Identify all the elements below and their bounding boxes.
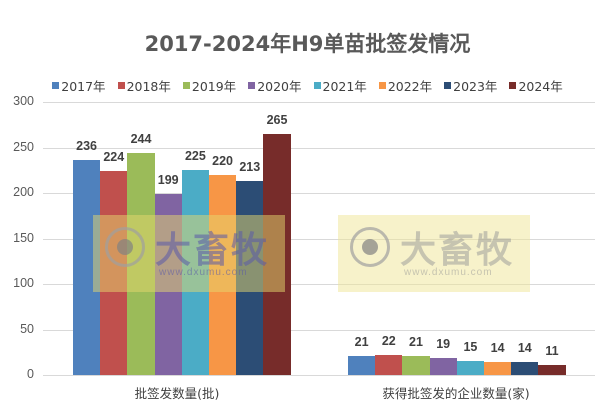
bar (402, 355, 430, 375)
gridline (43, 147, 595, 149)
gridline (43, 329, 595, 331)
legend-item-2019: 2019年 (182, 76, 237, 95)
legend-item-2020: 2020年 (248, 76, 302, 95)
legend-swatch (509, 82, 517, 89)
data-label: 19 (436, 336, 451, 351)
watermark: 大畜牧 www.dxumu.com (338, 215, 530, 292)
y-tick-label: 0 (27, 367, 34, 381)
bar (484, 362, 512, 375)
data-label: 220 (212, 153, 234, 168)
data-label: 265 (266, 112, 288, 127)
data-label: 244 (130, 131, 152, 146)
y-tick-label: 300 (13, 94, 34, 108)
chart-legend: 2017年 2018年 2019年 2020年 2021年 2022年 2023… (0, 76, 615, 95)
gridline (43, 238, 595, 240)
legend-swatch (52, 82, 60, 89)
bar (375, 354, 403, 375)
legend-swatch (444, 82, 452, 89)
watermark-url: www.dxumu.com (404, 267, 493, 278)
y-tick-label: 100 (13, 276, 34, 290)
legend-label: 2021年 (322, 79, 367, 94)
legend-label: 2018年 (126, 79, 171, 94)
chart-title: 2017-2024年H9单苗批签发情况 (144, 32, 471, 56)
watermark-logo-icon (105, 227, 145, 267)
legend-item-2018: 2018年 (117, 76, 171, 95)
legend-label: 2023年 (453, 79, 498, 94)
gridline (43, 284, 595, 285)
legend-label: 2020年 (257, 79, 302, 94)
legend-label: 2017年 (61, 79, 106, 94)
legend-swatch (117, 82, 125, 89)
data-label: 11 (545, 343, 559, 358)
legend-item-2023: 2023年 (444, 76, 497, 95)
data-label: 213 (239, 160, 261, 175)
legend-swatch (248, 82, 256, 89)
bar (348, 355, 376, 375)
data-label: 22 (381, 333, 396, 348)
legend-label: 2022年 (387, 79, 433, 94)
bar (538, 364, 566, 375)
data-label: 14 (490, 341, 505, 356)
legend-label: 2019年 (191, 79, 237, 94)
data-label: 21 (354, 334, 369, 349)
gridline (43, 375, 595, 376)
legend-swatch (313, 82, 321, 89)
watermark-url: www.dxumu.com (159, 267, 248, 278)
bar (429, 357, 457, 375)
gridline (43, 102, 595, 103)
watermark-brand: 大畜牧 (400, 230, 515, 271)
data-label: 225 (184, 149, 206, 164)
bar (456, 361, 484, 375)
data-label: 199 (157, 172, 179, 187)
y-tick-label: 150 (13, 230, 34, 245)
bar (511, 362, 539, 375)
legend-swatch (182, 82, 190, 89)
data-label: 21 (409, 334, 423, 349)
legend-item-2024: 2024年 (509, 76, 563, 95)
legend-item-2017: 2017年 (52, 76, 106, 95)
data-label: 15 (463, 340, 478, 355)
data-label: 224 (103, 150, 125, 165)
y-tick-label: 250 (13, 139, 34, 154)
gridline (43, 193, 595, 194)
data-label: 14 (517, 341, 532, 356)
watermark-brand: 大畜牧 (155, 230, 270, 271)
legend-item-2022: 2022年 (378, 76, 433, 95)
y-tick-label: 50 (20, 321, 34, 336)
data-label: 236 (76, 139, 98, 154)
category-label-batches: 批签发数量(批) (134, 386, 220, 401)
y-tick-label: 200 (13, 185, 34, 199)
legend-item-2021: 2021年 (313, 76, 367, 95)
watermark-logo-icon (350, 227, 390, 267)
category-label-companies: 获得批签发的企业数量(家) (382, 386, 530, 401)
legend-label: 2024年 (518, 79, 563, 94)
watermark: 大畜牧 www.dxumu.com (93, 215, 285, 292)
legend-swatch (378, 82, 386, 89)
